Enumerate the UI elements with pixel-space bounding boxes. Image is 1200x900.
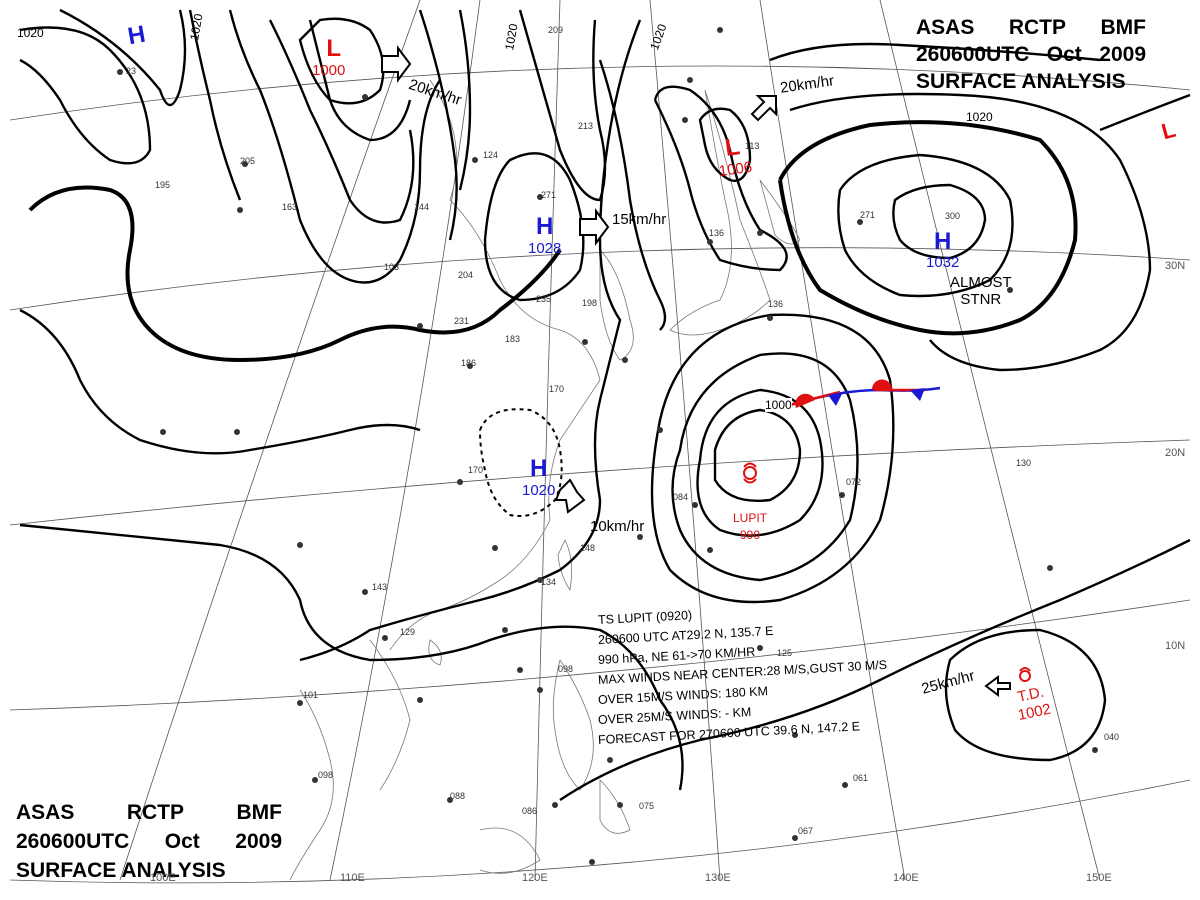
arrow-icon <box>554 478 586 514</box>
arrow-icon <box>750 95 777 122</box>
arrow-icon <box>984 675 1011 697</box>
td-symbol <box>1019 667 1031 682</box>
stationary-front <box>789 379 941 408</box>
latitude-grid <box>9 65 1191 884</box>
isobars <box>19 8 1191 801</box>
movement-arrows <box>381 45 1011 697</box>
arrow-icon <box>381 45 412 83</box>
arrow-icon <box>579 208 610 246</box>
typhoon-symbol <box>743 462 757 484</box>
station-plots <box>117 27 1098 865</box>
coastlines <box>289 79 801 881</box>
